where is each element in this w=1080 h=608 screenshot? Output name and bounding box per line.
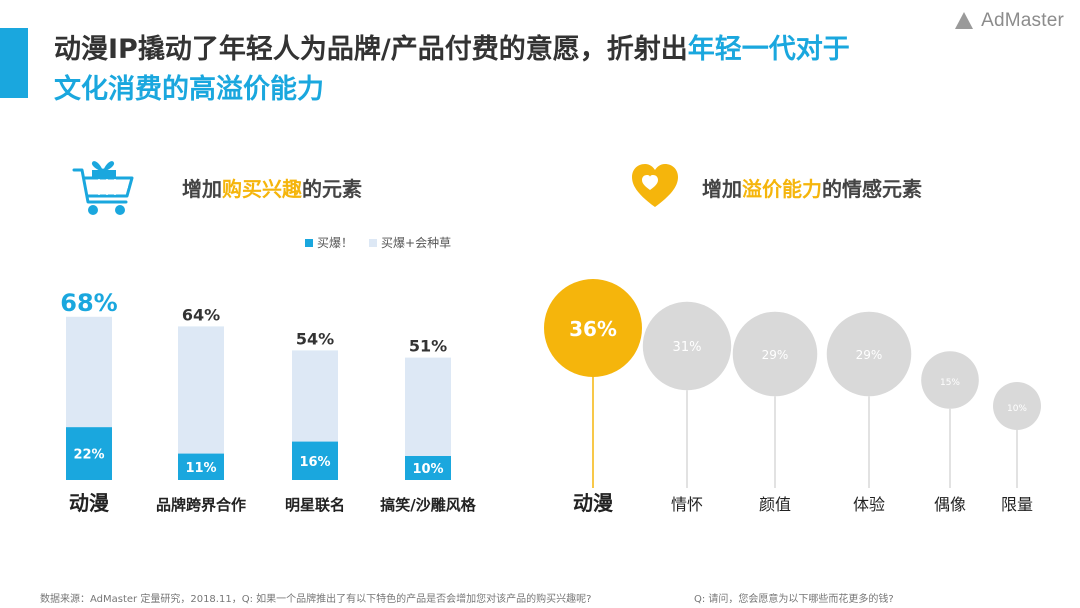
bubble-value-label-1: 31% <box>673 340 702 355</box>
footnote-right: Q: 请问，您会愿意为以下哪些而花更多的钱? <box>694 594 894 605</box>
title-highlight-1: 年轻一代对于 <box>687 34 850 65</box>
bar-category-label-2: 明星联名 <box>285 496 345 514</box>
bubble-value-label-5: 10% <box>1007 404 1027 414</box>
legend-label-buy: 买爆！ <box>317 236 354 250</box>
bubble-category-label-5: 限量 <box>1001 495 1033 514</box>
bubble-category-label-4: 偶像 <box>934 495 966 514</box>
bar-legend: 买爆！ 买爆+会种草 <box>305 234 451 251</box>
bubble-value-label-4: 15% <box>940 378 960 388</box>
bar-inner-2 <box>292 441 338 480</box>
left-heading-suffix: 的元素 <box>302 176 362 201</box>
bar-category-label-1: 品牌跨界合作 <box>156 496 246 514</box>
shopping-cart-gift-icon <box>72 161 134 215</box>
bar-inner-label-1: 11% <box>185 461 216 476</box>
bar-inner-3 <box>405 456 451 480</box>
bar-inner-label-3: 10% <box>412 462 443 477</box>
bar-inner-label-2: 16% <box>299 455 330 470</box>
bar-inner-1 <box>178 453 224 480</box>
bar-total-label-3: 51% <box>409 337 447 356</box>
bubble-category-label-2: 颜值 <box>759 495 791 514</box>
bar-total-label-2: 54% <box>296 329 334 348</box>
legend-item-buy: 买爆！ <box>305 234 353 251</box>
bubble-value-label-2: 29% <box>762 348 789 362</box>
legend-swatch-buy-recommend <box>369 238 378 247</box>
bubble-category-label-0: 动漫 <box>573 491 614 515</box>
right-heading-suffix: 的情感元素 <box>822 176 922 201</box>
right-section-title: 增加溢价能力的情感元素 <box>702 173 922 202</box>
bar-category-label-3: 搞笑/沙雕风格 <box>380 496 476 514</box>
bubble-category-label-1: 情怀 <box>671 495 703 514</box>
left-section-title: 增加购买兴趣的元素 <box>182 173 362 202</box>
bubble-1 <box>642 301 732 391</box>
legend-swatch-buy <box>305 238 313 247</box>
bar-category-label-0: 动漫 <box>69 491 110 515</box>
bubble-5 <box>993 382 1041 430</box>
bar-inner-label-0: 22% <box>73 448 104 463</box>
bar-chart: 68% 22% 动漫 64% 11% 品牌跨界合作 54% 16% 明星联名 51% 10% 搞笑/沙… <box>60 289 476 515</box>
bubble-4 <box>921 351 979 409</box>
bar-inner-0 <box>66 427 112 480</box>
bar-total-label-1: 64% <box>182 305 220 324</box>
page-title: 动漫IP撬动了年轻人为品牌/产品付费的意愿，折射出年轻一代对于 文化消费的高溢价… <box>54 30 994 110</box>
right-heading-prefix: 增加 <box>702 176 742 201</box>
right-section-heading: 增加溢价能力的情感元素 <box>630 162 922 212</box>
bar-total-label-0: 68% <box>60 289 117 317</box>
bubble-2 <box>732 311 818 397</box>
legend-item-buy-recommend: 买爆+会种草 <box>369 234 451 251</box>
bubble-3 <box>826 311 912 397</box>
left-heading-prefix: 增加 <box>182 176 222 201</box>
legend-label-buy-recommend: 买爆+会种草 <box>381 236 452 250</box>
admaster-logo: AdMaster <box>953 10 1064 32</box>
left-heading-highlight: 购买兴趣 <box>222 176 302 201</box>
admaster-logo-mark <box>953 10 975 32</box>
heart-icon <box>632 164 678 207</box>
left-section-heading: 增加购买兴趣的元素 <box>72 156 362 218</box>
title-prefix: 动漫IP撬动了年轻人为品牌/产品付费的意愿，折射出 <box>54 34 688 65</box>
title-accent-bar <box>0 28 28 98</box>
bubble-value-label-0: 36% <box>569 317 617 341</box>
logo-text: AdMaster <box>981 10 1064 31</box>
bubble-value-label-3: 29% <box>856 348 883 362</box>
right-heading-highlight: 溢价能力 <box>742 176 822 201</box>
title-highlight-2: 文化消费的高溢价能力 <box>54 74 324 105</box>
footnote-left: 数据来源：AdMaster 定量研究，2018.11，Q: 如果一个品牌推出了有… <box>40 594 592 605</box>
bubble-0 <box>544 279 642 377</box>
bubble-chart: 36% 动漫 31% 情怀 29% 颜值 29% 体验 15% 偶像 10% 限量 <box>544 279 1041 515</box>
bubble-category-label-3: 体验 <box>853 495 885 514</box>
